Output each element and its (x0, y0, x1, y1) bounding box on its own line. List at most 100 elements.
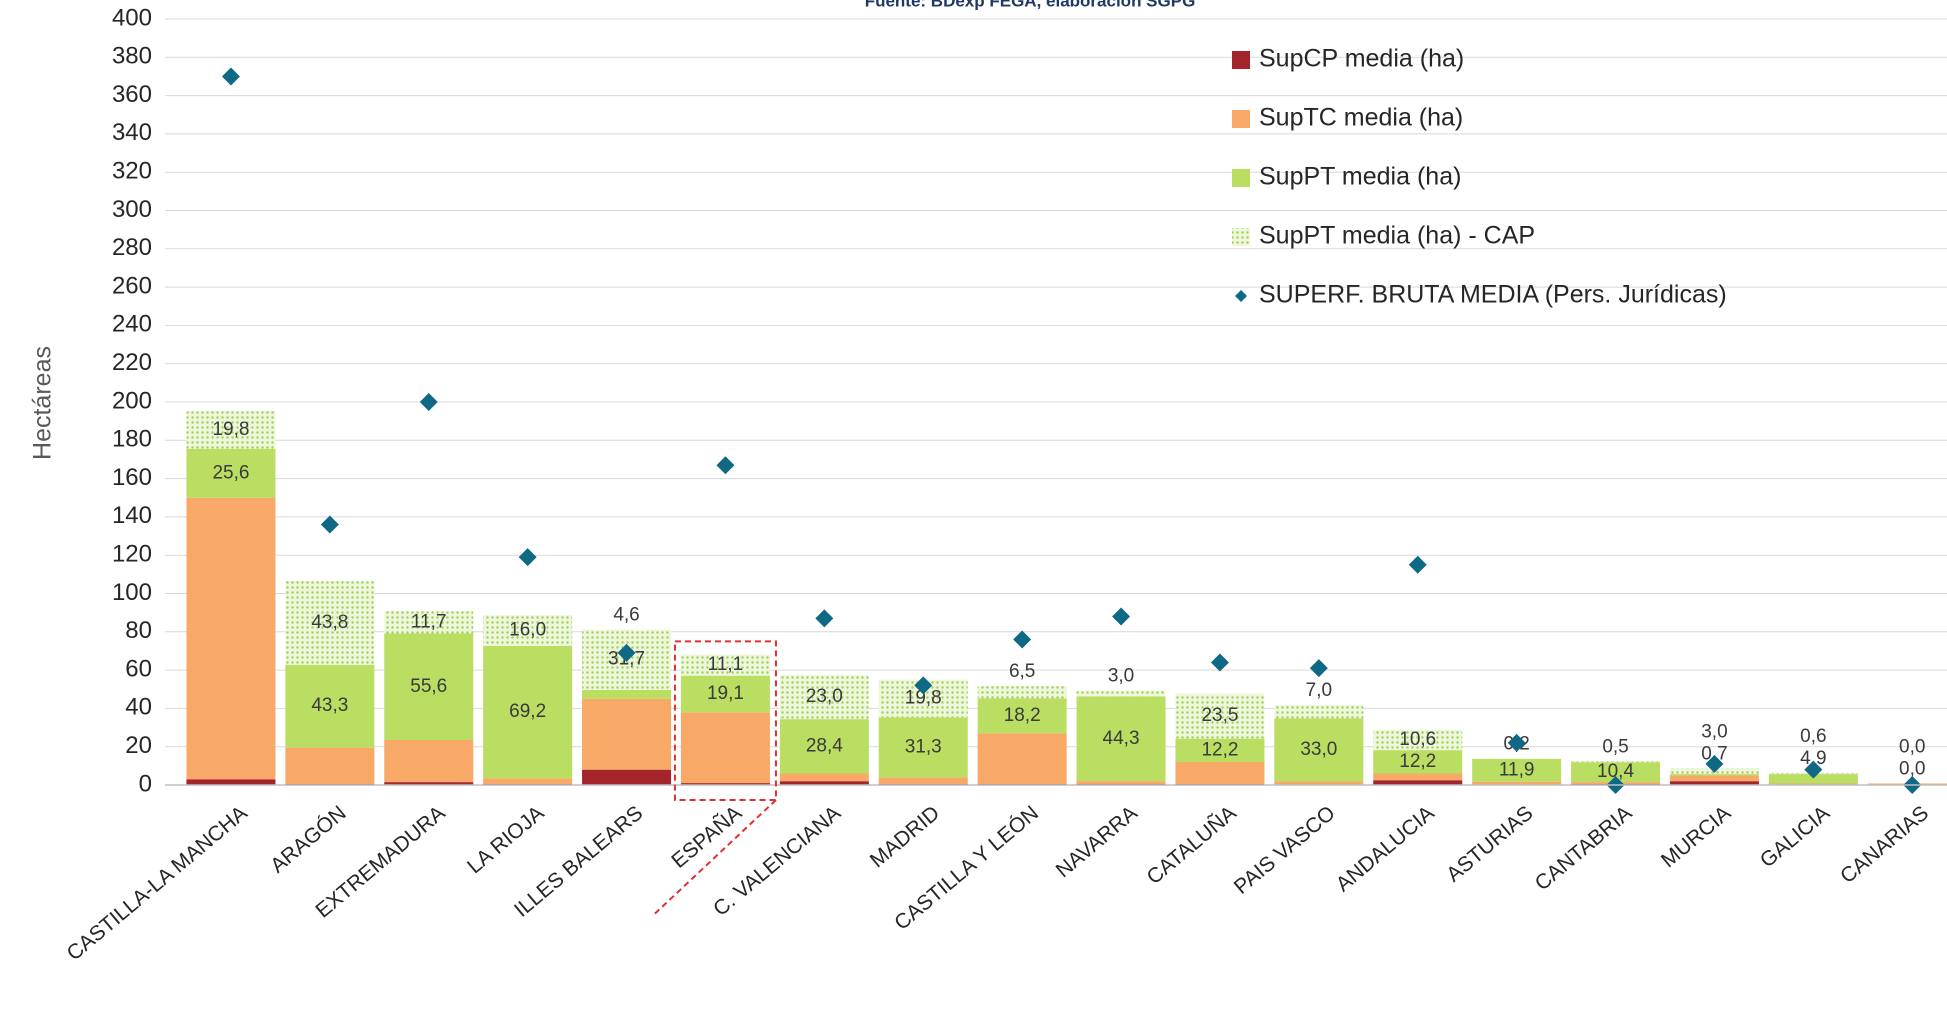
x-tick-label: LA RIOJA (463, 801, 548, 878)
bar-segment (582, 769, 672, 785)
data-label: 19,8 (905, 687, 942, 708)
bar-segment (186, 497, 276, 780)
bar-segment (680, 712, 770, 784)
bar-segment (779, 719, 869, 774)
x-tick-label: MURCIA (1657, 801, 1735, 872)
bar-segment (1373, 750, 1463, 774)
legend-swatch (1232, 110, 1250, 128)
data-label: 33,0 (1300, 739, 1337, 760)
bar-segment (680, 783, 770, 785)
highlight-box (673, 640, 777, 801)
data-label: 10,4 (1597, 761, 1634, 782)
scatter-point (1309, 659, 1328, 678)
bar-segment (1768, 774, 1858, 784)
x-tick-label: CASTILLA-LA MANCHA (63, 801, 252, 965)
legend-marker (1235, 290, 1247, 302)
bar-segment (285, 664, 375, 748)
bar-segment (977, 685, 1067, 699)
y-axis-label: Hectáreas (29, 346, 57, 460)
bar-segment (1571, 761, 1661, 763)
bar-segment (1076, 696, 1166, 782)
y-tick-label: 40 (125, 694, 152, 721)
y-tick-label: 320 (112, 158, 152, 185)
scatter-point (1507, 733, 1526, 752)
legend-label: SUPERF. BRUTA MEDIA (Pers. Jurídicas) (1259, 281, 1727, 309)
bar-segment (1274, 718, 1364, 782)
bar-segment (483, 645, 573, 779)
bar-segment (680, 675, 770, 713)
data-label: 43,3 (311, 695, 348, 716)
scatter-point (221, 67, 240, 86)
data-label: 4,9 (1800, 748, 1826, 769)
bar-segment (1472, 781, 1562, 785)
scatter-point (1210, 653, 1229, 672)
bar-segment (779, 773, 869, 782)
legend-label: SupTC media (ha) (1259, 104, 1463, 132)
scatter-point (1408, 555, 1427, 574)
bar-segment (384, 782, 474, 785)
bar-segment (186, 448, 276, 498)
bar-segment (1076, 690, 1166, 697)
bar-segment (1076, 781, 1166, 785)
bar-segment (285, 580, 375, 665)
data-label: 55,6 (410, 676, 447, 697)
data-label: 0,7 (1701, 743, 1727, 764)
bar-segment (1571, 762, 1661, 783)
data-label: 19,8 (212, 419, 249, 440)
y-tick-label: 260 (112, 272, 152, 299)
bar-segment (384, 633, 474, 740)
legend-swatch (1232, 228, 1250, 246)
y-tick-label: 200 (112, 387, 152, 414)
bar-segment (1373, 780, 1463, 785)
data-label: 11,1 (708, 654, 744, 675)
data-label: 25,6 (212, 462, 249, 483)
x-tick-label: ARAGÓN (266, 801, 351, 877)
bar-segment (1373, 773, 1463, 781)
legend-swatch (1232, 51, 1250, 69)
data-label: 31,3 (905, 736, 942, 757)
data-label: 3,0 (1108, 666, 1134, 687)
data-label: 3,0 (1701, 721, 1727, 742)
bar-segment (483, 778, 573, 785)
y-tick-label: 120 (112, 541, 152, 568)
bar-segment (779, 781, 869, 785)
bar-segment (1669, 774, 1759, 776)
data-label: 28,4 (806, 735, 843, 756)
data-label: 6,5 (1009, 661, 1035, 682)
bar-segment (1175, 762, 1265, 785)
bar-segment (186, 779, 276, 785)
bar-segment (779, 675, 869, 720)
data-label: 43,8 (311, 612, 348, 633)
scatter-point (617, 643, 636, 662)
bar-segment (1669, 781, 1759, 785)
y-tick-label: 20 (125, 732, 152, 759)
bar-segment (285, 747, 375, 785)
bar-segment (878, 777, 968, 785)
y-tick-label: 80 (125, 617, 152, 644)
x-tick-label: CANARIAS (1836, 801, 1933, 888)
scatter-point (320, 515, 339, 534)
bar-segment (1274, 781, 1364, 785)
scatter-point (1705, 754, 1724, 773)
data-label: 4,6 (613, 604, 639, 625)
y-tick-label: 300 (112, 196, 152, 223)
x-tick-label: ESPAÑA (667, 801, 747, 873)
scatter-point (419, 393, 438, 411)
y-tick-label: 240 (112, 311, 152, 338)
x-tick-label: ASTURIAS (1442, 801, 1537, 886)
data-label: 16,0 (509, 619, 546, 640)
y-tick-label: 380 (112, 43, 152, 70)
data-label: 19,1 (707, 683, 744, 704)
x-tick-label: CATALUÑA (1142, 801, 1241, 889)
x-tick-label: MADRID (866, 801, 944, 872)
bar-segment (1373, 729, 1463, 751)
legend-swatch (1232, 169, 1250, 187)
bar-segment (582, 690, 672, 699)
data-label: 0,0 (1899, 736, 1925, 757)
legend-label: SupPT media (ha) (1259, 163, 1461, 191)
y-tick-label: 0 (139, 770, 152, 797)
scatter-point (815, 609, 834, 628)
y-tick-label: 180 (112, 426, 152, 453)
data-label: 12,2 (1399, 751, 1436, 772)
